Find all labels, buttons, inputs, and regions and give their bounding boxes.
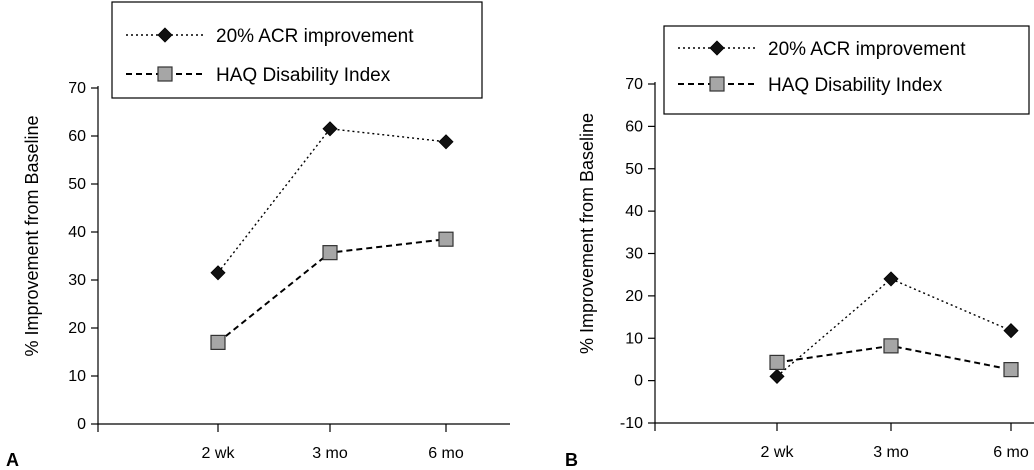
chart-a-legend-marker-2 — [158, 67, 172, 81]
chart-a-y-tick-label: 10 — [68, 368, 86, 385]
chart-b-series-2-point — [1004, 363, 1018, 377]
chart-a-legend-label-2: HAQ Disability Index — [216, 65, 391, 86]
chart-a-series-1-point — [211, 266, 225, 280]
chart-a: 0 10 20 30 40 50 60 70 2 wk 3 mo 6 mo % Improvement… — [0, 0, 517, 470]
chart-a-y-tick-label: 60 — [68, 128, 86, 145]
chart-b-legend-label-1: 20% ACR improvement — [768, 39, 966, 60]
chart-b-y-tick-label: 10 — [625, 330, 643, 347]
chart-b-y-tick-label: 0 — [634, 373, 643, 390]
chart-b-x-tick-label: 6 mo — [993, 444, 1029, 461]
chart-b-x-tick-label: 3 mo — [873, 444, 909, 461]
chart-a-y-tick-label: 30 — [68, 272, 86, 289]
chart-a-legend-label-1: 20% ACR improvement — [216, 26, 414, 47]
chart-a-x-tick-label: 2 wk — [202, 445, 236, 462]
chart-a-y-axis-label: % Improvement from Baseline — [22, 115, 42, 356]
chart-b-series-2-point — [884, 339, 898, 353]
chart-panel-b: -10 0 10 20 30 40 50 60 70 2 wk 3 mo 6 mo % Improvem… — [517, 0, 1034, 470]
chart-b-series-2-point — [770, 355, 784, 369]
chart-b-y-tick-label: 30 — [625, 246, 643, 263]
chart-a-series-1-point — [439, 135, 453, 149]
chart-b-y-axis-label: % Improvement from Baseline — [577, 113, 597, 354]
chart-a-y-tick-label: 20 — [68, 320, 86, 337]
chart-b-y-tick-label: 60 — [625, 118, 643, 135]
chart-b-y-tick-label: 50 — [625, 161, 643, 178]
chart-a-y-tick-label: 70 — [68, 80, 86, 97]
chart-a-series-2-point — [211, 335, 225, 349]
chart-a-y-tick-label: 50 — [68, 176, 86, 193]
chart-b-y-tick-label: 20 — [625, 288, 643, 305]
chart-a-series-2-point — [439, 232, 453, 246]
chart-a-panel-letter: A — [6, 450, 19, 470]
chart-b-series-1-point — [884, 272, 898, 286]
chart-a-x-tick-label: 6 mo — [428, 445, 464, 462]
chart-b: -10 0 10 20 30 40 50 60 70 2 wk 3 mo 6 mo % Improvem… — [517, 0, 1034, 470]
chart-b-panel-letter: B — [565, 450, 578, 470]
chart-a-y-tick-label: 40 — [68, 224, 86, 241]
chart-b-legend-label-2: HAQ Disability Index — [768, 75, 943, 96]
chart-b-series-1-point — [1004, 324, 1018, 338]
chart-b-y-tick-label: 40 — [625, 203, 643, 220]
chart-b-y-tick-label: 70 — [625, 76, 643, 93]
chart-b-x-tick-label: 2 wk — [761, 444, 795, 461]
chart-a-series-1-point — [323, 122, 337, 136]
chart-b-legend-marker-2 — [710, 77, 724, 91]
chart-panel-a: 0 10 20 30 40 50 60 70 2 wk 3 mo 6 mo % Improvement… — [0, 0, 517, 470]
chart-a-series-2-point — [323, 246, 337, 260]
chart-a-y-tick-label: 0 — [77, 416, 86, 433]
chart-b-y-tick-label: -10 — [620, 415, 643, 432]
chart-a-x-tick-label: 3 mo — [312, 445, 348, 462]
